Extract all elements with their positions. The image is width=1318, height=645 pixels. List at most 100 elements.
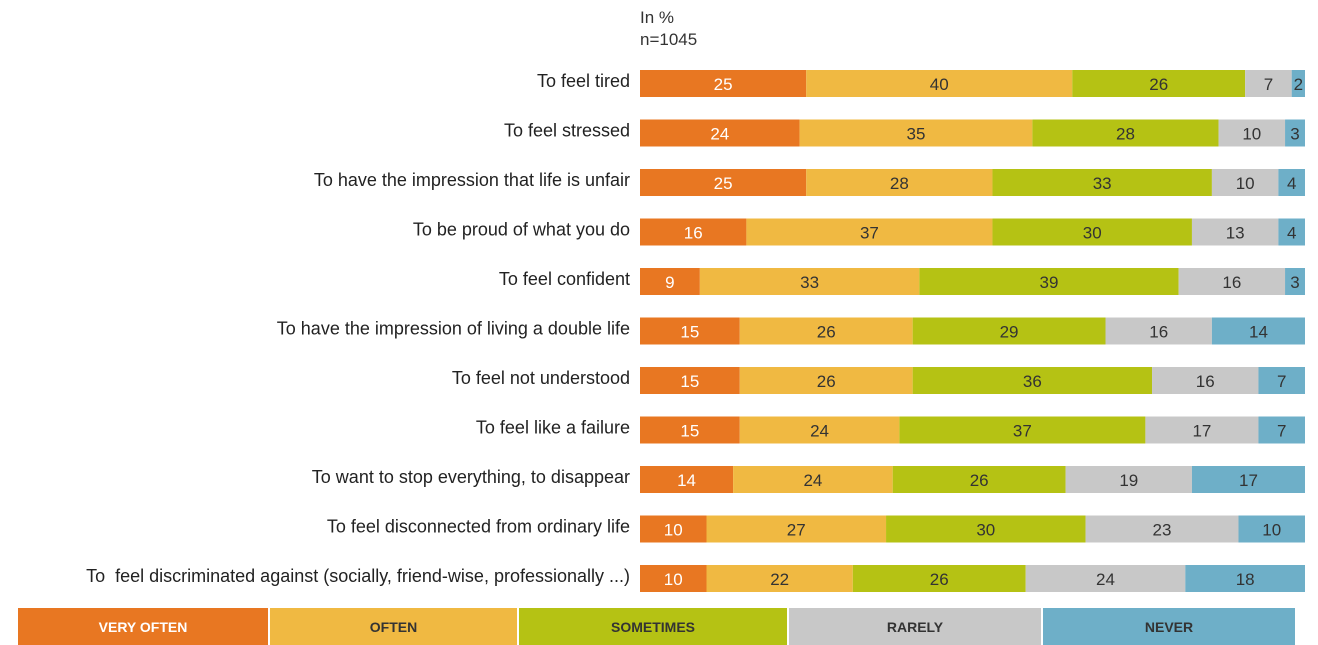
data-label: 27 — [787, 521, 806, 540]
data-label: 40 — [930, 75, 949, 94]
category-label: To feel not understood — [452, 368, 630, 388]
chart-legend: Very often Often Sometimes Rarely Never — [18, 608, 1295, 645]
bar-segment-sometimes — [886, 515, 1086, 543]
unit-note: In % — [640, 8, 675, 27]
data-label: 33 — [1093, 174, 1112, 193]
bar-segment-never — [1291, 70, 1305, 97]
data-label: 23 — [1153, 521, 1172, 540]
data-label: 28 — [890, 174, 909, 193]
data-label: 10 — [1242, 125, 1261, 144]
bar-segment-very-often — [640, 169, 807, 196]
data-label: 35 — [907, 125, 926, 144]
bar-segment-very-often — [640, 466, 734, 493]
data-label: 16 — [1222, 273, 1241, 292]
bar-segment-very-often — [640, 367, 740, 394]
data-label: 7 — [1277, 372, 1286, 391]
bar-segment-often — [706, 515, 887, 543]
bar-segment-sometimes — [992, 218, 1192, 246]
bar-segment-rarely — [1178, 268, 1286, 295]
category-label: To feel disconnected from ordinary life — [327, 517, 630, 537]
bar-segment-never — [1278, 169, 1305, 196]
bar-segment-often — [806, 70, 1073, 97]
bar-segment-very-often — [640, 268, 700, 295]
bar-segment-very-often — [640, 70, 807, 97]
bar-segment-often — [739, 416, 900, 444]
bar-segment-often — [739, 367, 913, 394]
bar-segment-never — [1211, 317, 1305, 345]
bar-segment-often — [699, 268, 920, 295]
data-label: 24 — [810, 422, 829, 441]
bar-segment-never — [1278, 218, 1305, 246]
data-label: 24 — [1096, 570, 1115, 589]
data-label: 3 — [1290, 125, 1299, 144]
data-label: 15 — [680, 323, 699, 342]
bar-segment-often — [799, 119, 1033, 147]
data-label: 29 — [1000, 323, 1019, 342]
data-label: 16 — [684, 224, 703, 243]
data-label: 26 — [970, 471, 989, 490]
bar-segment-sometimes — [1032, 119, 1219, 147]
legend-item-often: Often — [270, 608, 517, 645]
data-label: 22 — [770, 570, 789, 589]
category-label: To feel stressed — [504, 121, 630, 141]
bar-segment-never — [1258, 367, 1305, 394]
data-label: 26 — [930, 570, 949, 589]
data-label: 9 — [665, 273, 674, 292]
legend-item-very-often: Very often — [18, 608, 268, 645]
bar-segment-rarely — [1152, 367, 1259, 394]
data-label: 14 — [677, 471, 696, 490]
data-label: 7 — [1277, 422, 1286, 441]
bar-segment-often — [806, 169, 993, 196]
bar-segment-never — [1191, 466, 1305, 493]
category-label: To be proud of what you do — [413, 220, 630, 240]
bar-segment-rarely — [1245, 70, 1292, 97]
category-label: To feel tired — [537, 71, 630, 91]
legend-item-never: Never — [1043, 608, 1295, 645]
data-label: 28 — [1116, 125, 1135, 144]
data-label: 7 — [1264, 75, 1273, 94]
bar-segment-rarely — [1085, 515, 1239, 543]
data-label: 39 — [1040, 273, 1059, 292]
bar-segment-very-often — [640, 515, 707, 543]
bar-segment-never — [1285, 268, 1305, 295]
bar-segment-rarely — [1191, 218, 1279, 246]
category-label: To feel discriminated against (socially,… — [86, 566, 630, 586]
bar-segment-very-often — [640, 218, 747, 246]
data-label: 26 — [1149, 75, 1168, 94]
category-label: To have the impression of living a doubl… — [277, 319, 630, 339]
bar-segment-never — [1258, 416, 1305, 444]
bar-segment-never — [1185, 565, 1305, 592]
bar-segment-never — [1238, 515, 1305, 543]
bar-segment-sometimes — [912, 367, 1153, 394]
data-label: 10 — [1262, 521, 1281, 540]
bar-segment-sometimes — [992, 169, 1212, 196]
bar-segment-sometimes — [892, 466, 1066, 493]
data-label: 25 — [714, 174, 733, 193]
data-label: 14 — [1249, 323, 1268, 342]
data-label: 36 — [1023, 372, 1042, 391]
data-label: 19 — [1119, 471, 1138, 490]
bar-segment-often — [733, 466, 893, 493]
data-label: 3 — [1290, 273, 1299, 292]
bar-segment-often — [739, 317, 913, 345]
category-label: To have the impression that life is unfa… — [314, 170, 630, 190]
bar-segment-rarely — [1025, 565, 1186, 592]
bar-segment-sometimes — [1072, 70, 1246, 97]
data-label: 10 — [1236, 174, 1255, 193]
data-label: 24 — [710, 125, 729, 144]
data-label: 16 — [1149, 323, 1168, 342]
data-label: 4 — [1287, 174, 1296, 193]
bar-segment-rarely — [1105, 317, 1212, 345]
bar-segment-often — [746, 218, 993, 246]
data-label: 30 — [1083, 224, 1102, 243]
data-label: 10 — [664, 521, 683, 540]
bar-segment-often — [706, 565, 853, 592]
bar-segment-rarely — [1145, 416, 1259, 444]
legend-item-sometimes: Sometimes — [519, 608, 787, 645]
data-label: 2 — [1294, 75, 1303, 94]
bar-segment-sometimes — [912, 317, 1106, 345]
data-label: 18 — [1236, 570, 1255, 589]
data-label: 17 — [1192, 422, 1211, 441]
data-label: 26 — [817, 323, 836, 342]
bar-segment-sometimes — [852, 565, 1026, 592]
